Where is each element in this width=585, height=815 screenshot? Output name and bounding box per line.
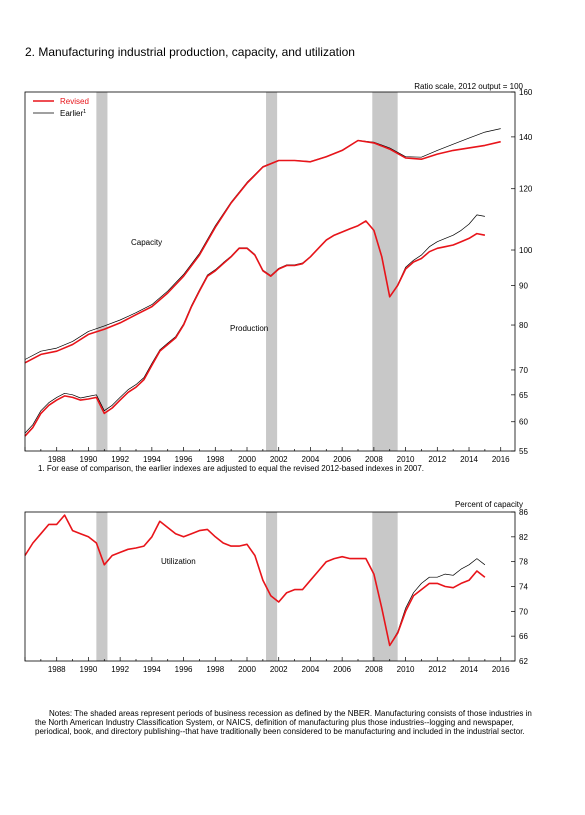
top-ytick-label: 65 — [519, 391, 528, 400]
top-chart: 55 60 65 70 80 90 100 120 140 160 1988 1990 1992 199… — [24, 82, 533, 464]
top-xtick-label: 2008 — [365, 455, 383, 464]
top-xtick-label: 1998 — [206, 455, 224, 464]
capacity-revised-line — [24, 139, 501, 364]
bot-xtick-label: 1996 — [175, 665, 193, 674]
top-ytick-label: 80 — [519, 321, 528, 330]
bot-xtick-label: 1990 — [80, 665, 98, 674]
bot-xtick-label: 2014 — [460, 665, 478, 674]
top-y-axis-label: Ratio scale, 2012 output = 100 — [414, 82, 523, 91]
bottom-y-axis: 62 66 70 74 78 82 86 — [511, 508, 528, 666]
top-x-axis: 1988 1990 1992 1994 1996 1998 2000 2002 2004 2006… — [24, 447, 510, 464]
top-xtick-label: 2000 — [238, 455, 256, 464]
annotation-utilization: Utilization — [161, 557, 196, 566]
bot-recession-0 — [96, 512, 108, 661]
bot-ytick-label: 86 — [519, 508, 528, 517]
legend: Revised Earlier1 — [33, 97, 89, 118]
top-xtick-label: 1994 — [143, 455, 161, 464]
bot-ytick-label: 82 — [519, 533, 528, 542]
production-revised-line — [24, 220, 486, 437]
top-ytick-label: 140 — [519, 133, 533, 142]
annotation-production: Production — [230, 324, 268, 333]
bot-xtick-label: 2004 — [302, 665, 320, 674]
top-ytick-label: 100 — [519, 246, 533, 255]
top-xtick-label: 2016 — [492, 455, 510, 464]
top-ytick-label: 55 — [519, 447, 528, 456]
top-recession-1 — [266, 92, 278, 451]
bot-ytick-label: 74 — [519, 583, 528, 592]
notes: Notes: The shaded areas represent period… — [35, 709, 532, 737]
top-ytick-label: 60 — [519, 418, 528, 427]
bot-xtick-label: 2010 — [397, 665, 415, 674]
top-plot-frame — [24, 91, 516, 452]
bot-ytick-label: 66 — [519, 632, 528, 641]
top-recession-0 — [96, 92, 108, 451]
bot-xtick-label: 2016 — [492, 665, 510, 674]
top-xtick-label: 2006 — [333, 455, 351, 464]
page-title: 2. Manufacturing industrial production, … — [25, 45, 355, 59]
top-series-lines — [24, 128, 501, 437]
bottom-recession-shading — [96, 512, 398, 661]
bot-ytick-label: 70 — [519, 607, 528, 616]
bot-xtick-label: 1998 — [206, 665, 224, 674]
top-ytick-label: 160 — [519, 88, 533, 97]
utilization-revised-line — [24, 514, 486, 647]
top-xtick-label: 1996 — [175, 455, 193, 464]
top-ytick-label: 70 — [519, 366, 528, 375]
annotation-capacity: Capacity — [131, 238, 162, 247]
bottom-chart: 62 66 70 74 78 82 86 1988 1990 1992 1994 1996 1998 2… — [24, 500, 528, 674]
top-xtick-label: 2014 — [460, 455, 478, 464]
bot-ytick-label: 78 — [519, 558, 528, 567]
bot-xtick-label: 2008 — [365, 665, 383, 674]
top-ytick-label: 120 — [519, 185, 533, 194]
utilization-earlier-line — [24, 514, 486, 646]
legend-earlier-text: Earlier — [60, 109, 83, 118]
bot-xtick-label: 2012 — [428, 665, 446, 674]
bot-xtick-label: 1988 — [48, 665, 66, 674]
top-recession-shading — [96, 92, 398, 451]
legend-earlier-label: Earlier1 — [60, 109, 86, 118]
top-xtick-label: 1992 — [111, 455, 129, 464]
top-ytick-label: 90 — [519, 281, 528, 290]
bot-xtick-label: 1994 — [143, 665, 161, 674]
bottom-y-axis-label: Percent of capacity — [455, 500, 523, 509]
bot-recession-1 — [266, 512, 278, 661]
top-xtick-label: 2004 — [302, 455, 320, 464]
legend-earlier-superscript: 1 — [83, 109, 86, 115]
top-xtick-label: 2012 — [428, 455, 446, 464]
bot-xtick-label: 2000 — [238, 665, 256, 674]
top-xtick-label: 2002 — [270, 455, 288, 464]
bot-xtick-label: 1992 — [111, 665, 129, 674]
bottom-series-lines — [24, 514, 486, 647]
bottom-x-axis: 1988 1990 1992 1994 1996 1998 2000 2002 2004 2006… — [24, 657, 510, 674]
bot-xtick-label: 2002 — [270, 665, 288, 674]
legend-revised-label: Revised — [60, 97, 89, 106]
top-xtick-label: 1988 — [48, 455, 66, 464]
top-xtick-label: 2010 — [397, 455, 415, 464]
top-xtick-label: 1990 — [80, 455, 98, 464]
bot-ytick-label: 62 — [519, 657, 528, 666]
top-y-axis: 55 60 65 70 80 90 100 120 140 160 — [511, 88, 533, 456]
bot-xtick-label: 2006 — [333, 665, 351, 674]
footnote: 1. For ease of comparison, the earlier i… — [38, 464, 425, 473]
